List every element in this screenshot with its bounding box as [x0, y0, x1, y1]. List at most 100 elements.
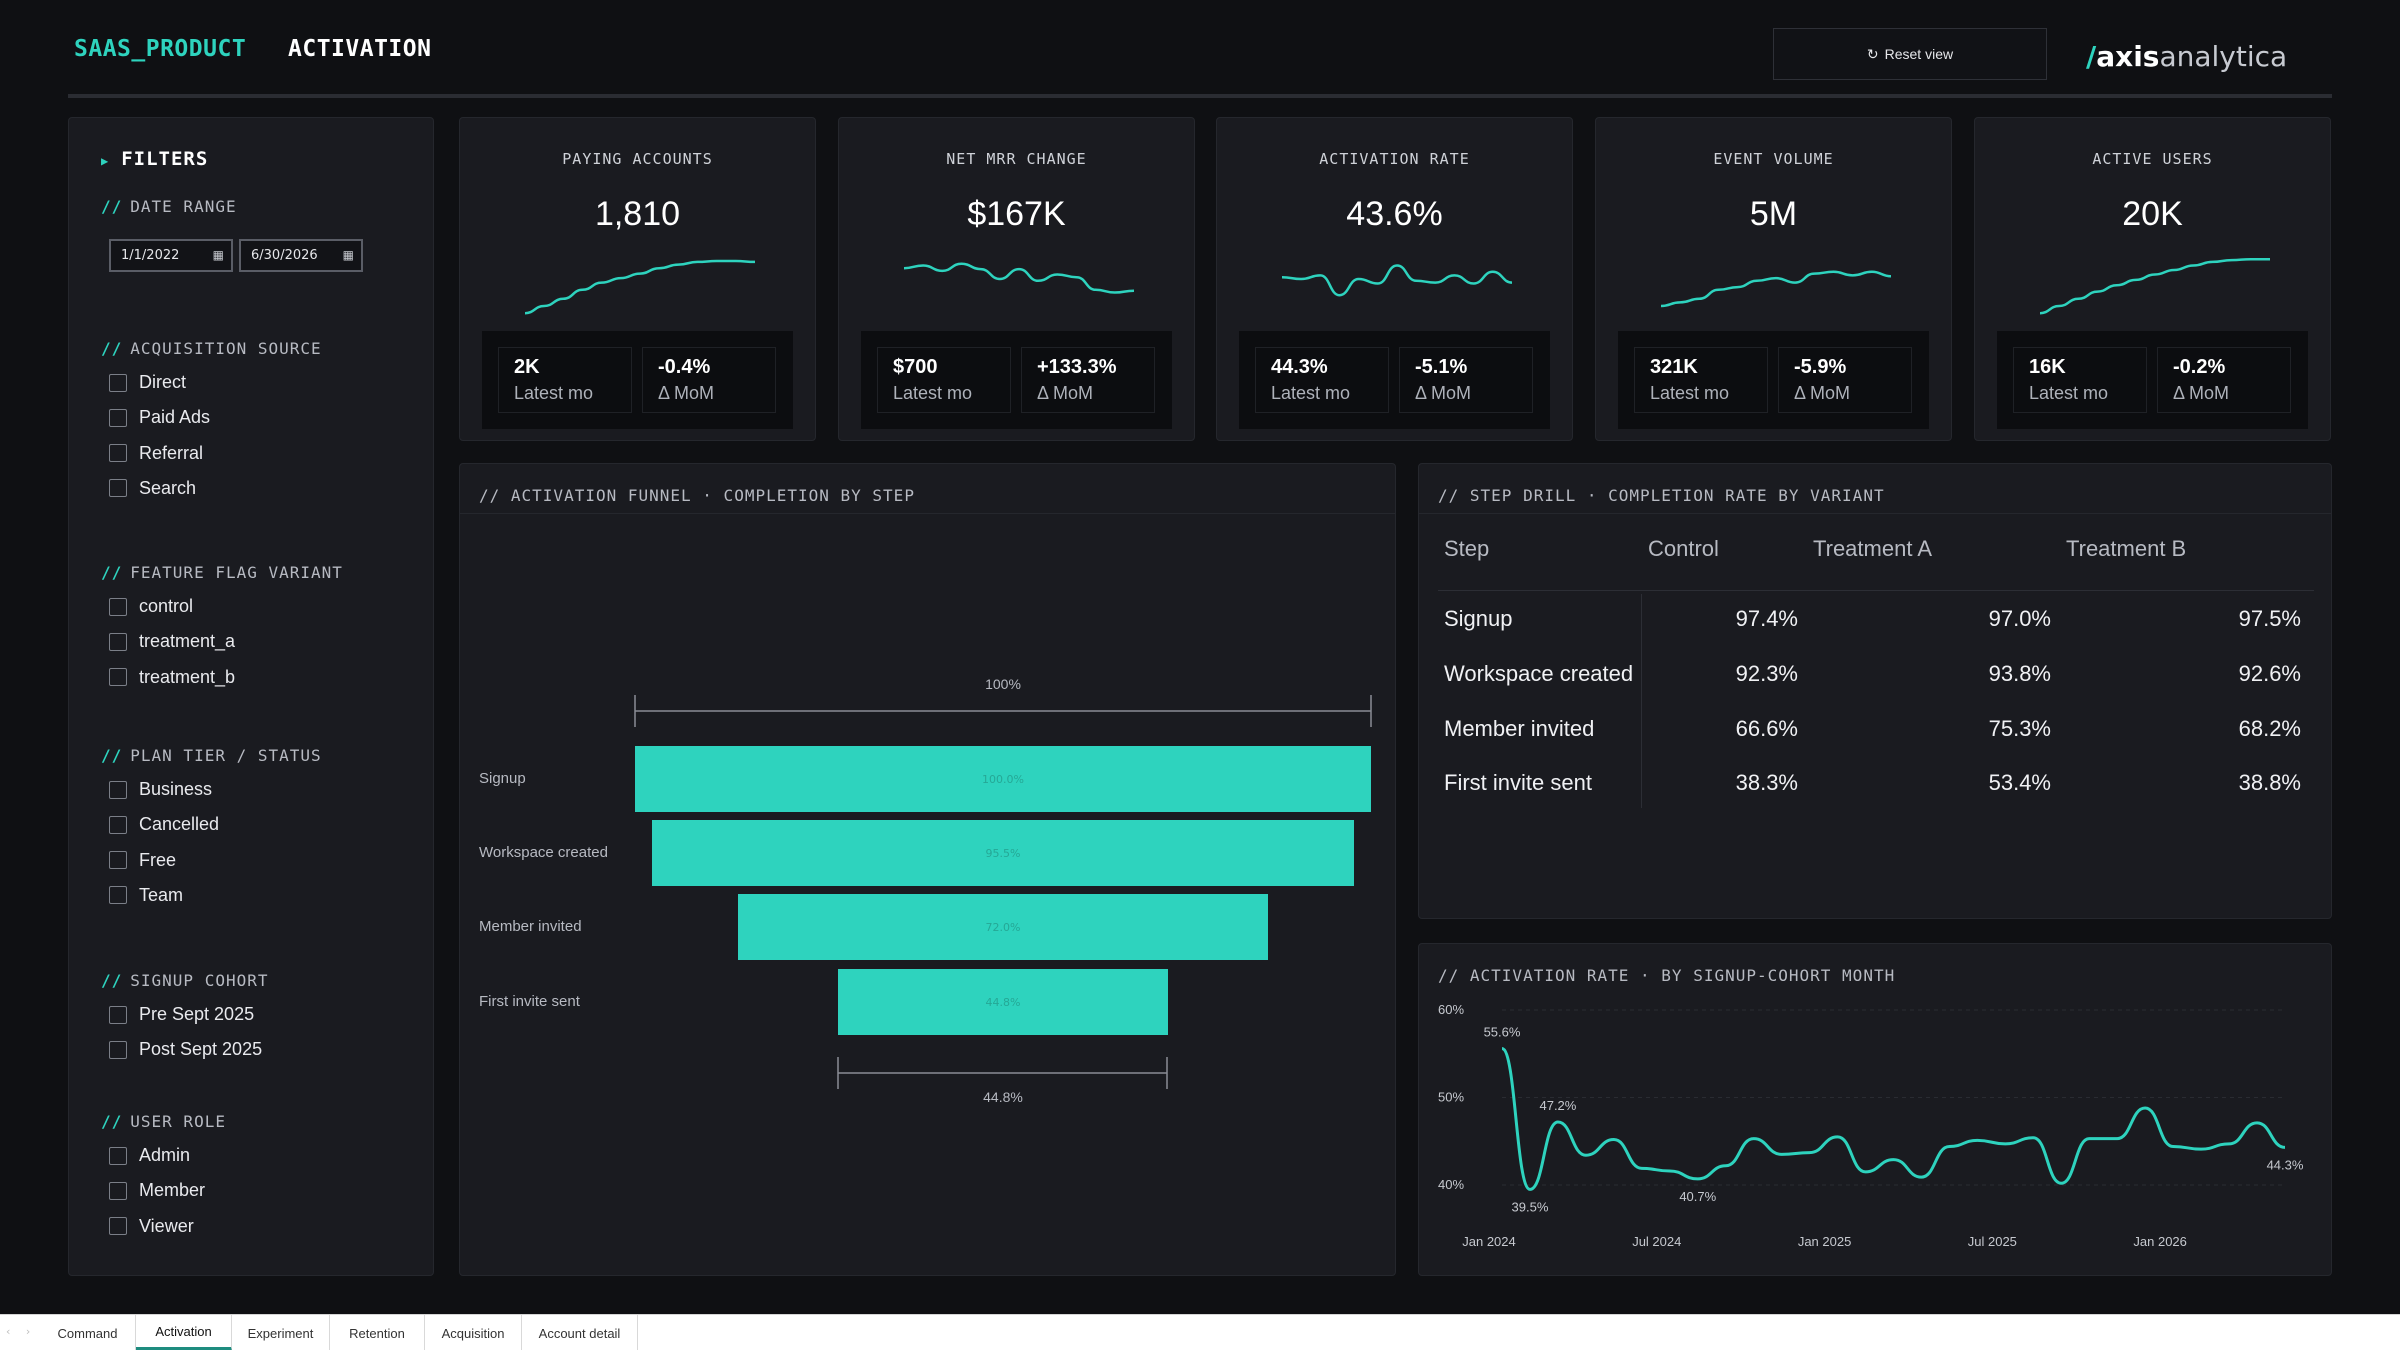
filter-option-treatment-a[interactable]: treatment_a [109, 631, 235, 652]
filter-option-control[interactable]: control [109, 596, 193, 617]
col-header-treatment-a[interactable]: Treatment A [1813, 536, 1933, 561]
filter-option-direct[interactable]: Direct [109, 372, 186, 393]
checkbox[interactable] [109, 479, 127, 498]
filter-section-title: //FEATURE FLAG VARIANT [101, 563, 343, 582]
table-cell-value: 38.3% [1735, 770, 1798, 795]
kpi-mom-label: Δ MoM [2173, 383, 2230, 403]
funnel-step-label-workspace-created: Workspace created [479, 844, 608, 861]
checkbox[interactable] [109, 1146, 127, 1165]
filter-option-team[interactable]: Team [109, 885, 183, 906]
kpi-label: PAYING ACCOUNTS [562, 150, 713, 168]
date-end-input[interactable]: 6/30/2026 ▦ [239, 239, 363, 272]
filter-option-label: Admin [139, 1145, 191, 1165]
kpi-card-active-users[interactable]: ACTIVE USERS 20K 16K Latest mo -0.2% Δ MoM [1974, 117, 2331, 441]
tab-acquisition[interactable]: Acquisition [425, 1315, 522, 1350]
sparkline-path [524, 259, 756, 315]
y-tick-label: 40% [1438, 1177, 1464, 1192]
kpi-footer: 321K Latest mo -5.9% Δ MoM [1618, 331, 1929, 429]
kpi-value: 43.6% [1346, 195, 1443, 233]
funnel-step-label-signup: Signup [479, 770, 526, 787]
table-cell-value: 66.6% [1735, 716, 1798, 741]
tab-experiment[interactable]: Experiment [232, 1315, 330, 1350]
table-cell-value: 68.2% [2238, 716, 2301, 741]
funnel-bar-workspace-created[interactable]: 95.5% [651, 820, 1355, 886]
filter-option-cancelled[interactable]: Cancelled [109, 814, 219, 835]
funnel-bar-member-invited[interactable]: 72.0% [738, 894, 1268, 960]
filter-option-admin[interactable]: Admin [109, 1145, 190, 1166]
checkbox[interactable] [109, 1040, 127, 1059]
date-start-input[interactable]: 1/1/2022 ▦ [109, 239, 233, 272]
filter-option-referral[interactable]: Referral [109, 443, 203, 464]
kpi-sparkline [1281, 264, 1513, 297]
funnel-bottom-label: 44.8% [983, 1089, 1023, 1105]
col-header-step[interactable]: Step [1444, 536, 1490, 561]
data-label: 44.3% [2267, 1157, 2304, 1172]
filter-section-title: //USER ROLE [101, 1112, 226, 1131]
calendar-icon[interactable]: ▦ [342, 248, 354, 262]
tab-retention[interactable]: Retention [330, 1315, 425, 1350]
checkbox[interactable] [109, 851, 127, 870]
tab-scroll-arrows-icon[interactable]: ‹ › [6, 1325, 37, 1338]
filter-option-label: Direct [139, 372, 187, 392]
kpi-mom-value: +133.3% [1037, 356, 1117, 378]
funnel-bar-first-invite-sent[interactable]: 44.8% [838, 969, 1168, 1035]
checkbox[interactable] [109, 373, 127, 392]
filter-option-label: control [139, 596, 194, 616]
page-tab-bar: ‹ › Command Activation Experiment Retention… [0, 1314, 2400, 1350]
kpi-label: ACTIVATION RATE [1319, 150, 1470, 168]
reset-view-button[interactable]: ↻ Reset view [1773, 28, 2047, 80]
kpi-sparkline [2039, 257, 2270, 315]
filter-option-search[interactable]: Search [109, 478, 196, 499]
checkbox[interactable] [109, 668, 127, 687]
checkbox[interactable] [109, 408, 127, 427]
tab-command[interactable]: Command [40, 1315, 136, 1350]
kpi-card-activation-rate[interactable]: ACTIVATION RATE 43.6% 44.3% Latest mo -5.1% Δ… [1216, 117, 1573, 441]
checkbox[interactable] [109, 632, 127, 651]
filter-option-viewer[interactable]: Viewer [109, 1216, 194, 1237]
filter-option-business[interactable]: Business [109, 779, 212, 800]
filter-option-paid-ads[interactable]: Paid Ads [109, 407, 210, 428]
tab-activation[interactable]: Activation [136, 1315, 232, 1350]
checkbox[interactable] [109, 1005, 127, 1024]
funnel-step-label-first-invite-sent: First invite sent [479, 993, 580, 1010]
tab-account-detail[interactable]: Account detail [522, 1315, 638, 1350]
filter-option-treatment-b[interactable]: treatment_b [109, 667, 235, 688]
filter-option-post-sept-2025[interactable]: Post Sept 2025 [109, 1039, 262, 1060]
kpi-sparkline [1660, 270, 1892, 308]
filter-option-member[interactable]: Member [109, 1180, 205, 1201]
calendar-icon[interactable]: ▦ [212, 248, 224, 262]
kpi-mom-label: Δ MoM [1794, 383, 1851, 403]
filter-option-free[interactable]: Free [109, 850, 176, 871]
checkbox[interactable] [109, 597, 127, 616]
checkbox[interactable] [109, 815, 127, 834]
x-tick-label: Jan 2024 [1462, 1234, 1516, 1249]
kpi-mom-label: Δ MoM [658, 383, 715, 403]
table-cell-value: 53.4% [1988, 770, 2051, 795]
funnel-dimension-lines [634, 695, 1372, 1089]
checkbox[interactable] [109, 1181, 127, 1200]
x-tick-label: Jul 2024 [1632, 1234, 1681, 1249]
kpi-latest-label: Latest mo [1650, 383, 1730, 403]
kpi-card-paying-accounts[interactable]: PAYING ACCOUNTS 1,810 2K Latest mo -0.4% Δ Mo… [459, 117, 816, 441]
checkbox[interactable] [109, 444, 127, 463]
kpi-card-event-volume[interactable]: EVENT VOLUME 5M 321K Latest mo -5.9% Δ MoM [1595, 117, 1952, 441]
kpi-latest-label: Latest mo [2029, 383, 2109, 403]
funnel-bar-value: 44.8% [985, 995, 1021, 1009]
checkbox[interactable] [109, 886, 127, 905]
table-cell-value: 97.0% [1988, 606, 2051, 631]
kpi-latest-value: 44.3% [1271, 356, 1328, 378]
filters-title[interactable]: ▶ FILTERS [101, 148, 209, 170]
kpi-card-net-mrr-change[interactable]: NET MRR CHANGE $167K $700 Latest mo +133.3% Δ… [838, 117, 1195, 441]
kpi-latest-value: 2K [514, 356, 540, 378]
table-cell-value: 38.8% [2238, 770, 2301, 795]
kpi-value: $167K [967, 195, 1066, 233]
kpi-label: NET MRR CHANGE [946, 150, 1087, 168]
checkbox[interactable] [109, 780, 127, 799]
page-title: ACTIVATION [288, 36, 432, 62]
funnel-bar-signup[interactable]: 100.0% [635, 746, 1371, 812]
filter-option-pre-sept-2025[interactable]: Pre Sept 2025 [109, 1004, 254, 1025]
checkbox[interactable] [109, 1217, 127, 1236]
col-header-treatment-b[interactable]: Treatment B [2066, 536, 2187, 561]
activation-rate-series-line [1500, 1047, 2286, 1191]
col-header-control[interactable]: Control [1648, 536, 1719, 561]
